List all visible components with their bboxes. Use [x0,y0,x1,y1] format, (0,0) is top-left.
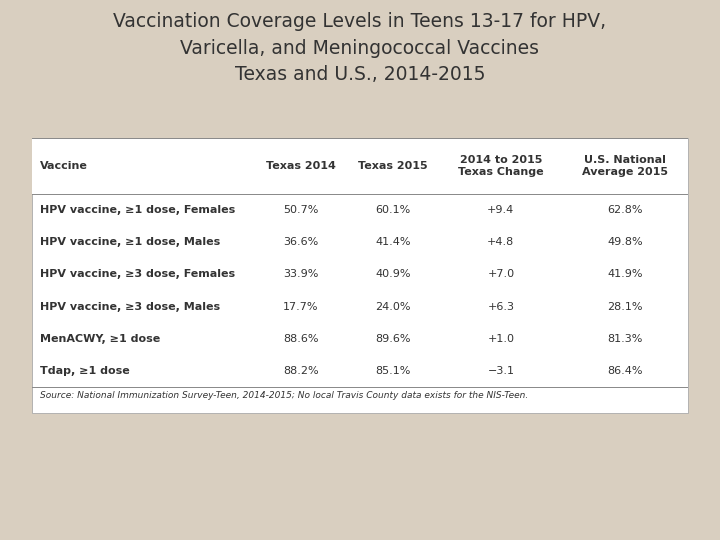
Text: 24.0%: 24.0% [375,302,410,312]
Text: Vaccination Coverage Levels in Teens 13-17 for HPV,
Varicella, and Meningococcal: Vaccination Coverage Levels in Teens 13-… [114,12,606,84]
Text: Tdap, ≥1 dose: Tdap, ≥1 dose [40,366,130,376]
Text: 88.6%: 88.6% [283,334,319,344]
Text: 88.2%: 88.2% [283,366,319,376]
Text: HPV vaccine, ≥3 dose, Males: HPV vaccine, ≥3 dose, Males [40,302,220,312]
Text: +6.3: +6.3 [487,302,514,312]
Text: 17.7%: 17.7% [283,302,319,312]
Text: −3.1: −3.1 [487,366,514,376]
Text: +4.8: +4.8 [487,238,515,247]
Text: 50.7%: 50.7% [284,205,319,215]
Text: 49.8%: 49.8% [608,238,643,247]
Text: HPV vaccine, ≥1 dose, Males: HPV vaccine, ≥1 dose, Males [40,238,220,247]
Text: 40.9%: 40.9% [375,269,410,280]
Bar [32,138,688,194]
Text: U.S. National
Average 2015: U.S. National Average 2015 [582,155,668,177]
Text: 85.1%: 85.1% [375,366,410,376]
Text: 60.1%: 60.1% [375,205,410,215]
Text: +1.0: +1.0 [487,334,514,344]
Text: 86.4%: 86.4% [608,366,643,376]
Text: 33.9%: 33.9% [284,269,319,280]
Text: 2014 to 2015
Texas Change: 2014 to 2015 Texas Change [458,155,544,177]
Text: 62.8%: 62.8% [608,205,643,215]
Text: +7.0: +7.0 [487,269,514,280]
Text: 36.6%: 36.6% [284,238,319,247]
Text: Texas 2014: Texas 2014 [266,161,336,171]
Text: Texas 2015: Texas 2015 [358,161,428,171]
Text: 89.6%: 89.6% [375,334,410,344]
Text: Vaccine: Vaccine [40,161,88,171]
Text: 41.9%: 41.9% [608,269,643,280]
Text: 28.1%: 28.1% [608,302,643,312]
Text: +9.4: +9.4 [487,205,515,215]
Text: HPV vaccine, ≥3 dose, Females: HPV vaccine, ≥3 dose, Females [40,269,235,280]
Text: MenACWY, ≥1 dose: MenACWY, ≥1 dose [40,334,161,344]
Text: 41.4%: 41.4% [375,238,410,247]
Text: Source: National Immunization Survey-Teen, 2014-2015; No local Travis County dat: Source: National Immunization Survey-Tee… [40,391,528,400]
Text: 81.3%: 81.3% [608,334,643,344]
Text: HPV vaccine, ≥1 dose, Females: HPV vaccine, ≥1 dose, Females [40,205,235,215]
